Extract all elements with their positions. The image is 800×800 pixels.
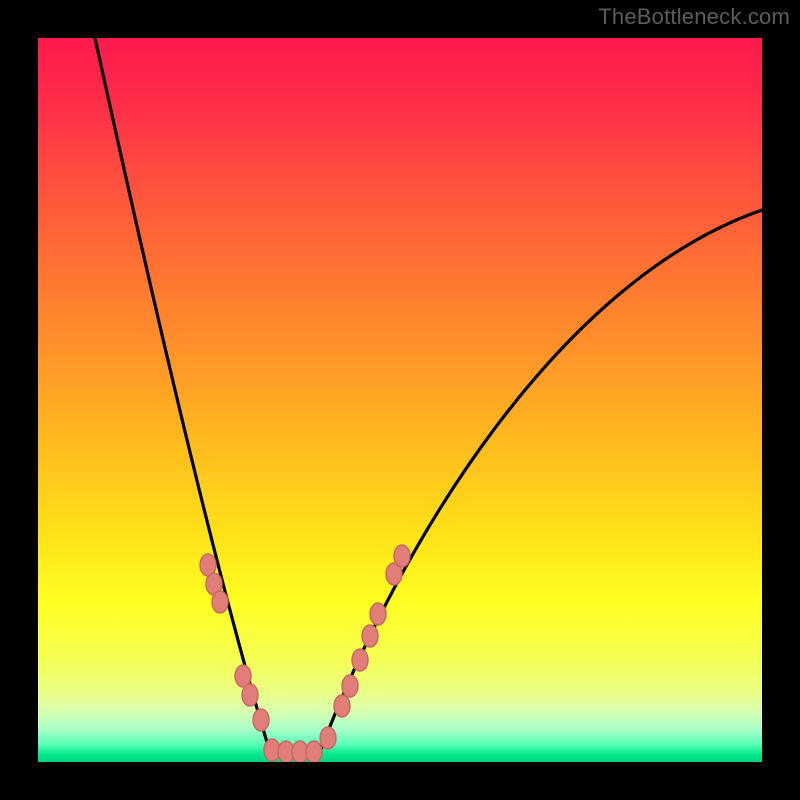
data-marker bbox=[394, 545, 410, 567]
data-marker bbox=[352, 649, 368, 671]
data-marker bbox=[370, 603, 386, 625]
data-marker bbox=[306, 741, 322, 763]
bottleneck-chart bbox=[0, 0, 800, 800]
watermark-text: TheBottleneck.com bbox=[598, 4, 790, 30]
data-marker bbox=[320, 727, 336, 749]
data-marker bbox=[334, 695, 350, 717]
data-marker bbox=[242, 684, 258, 706]
data-marker bbox=[342, 675, 358, 697]
data-marker bbox=[253, 709, 269, 731]
data-marker bbox=[212, 591, 228, 613]
data-marker bbox=[362, 625, 378, 647]
plot-background bbox=[38, 38, 762, 762]
